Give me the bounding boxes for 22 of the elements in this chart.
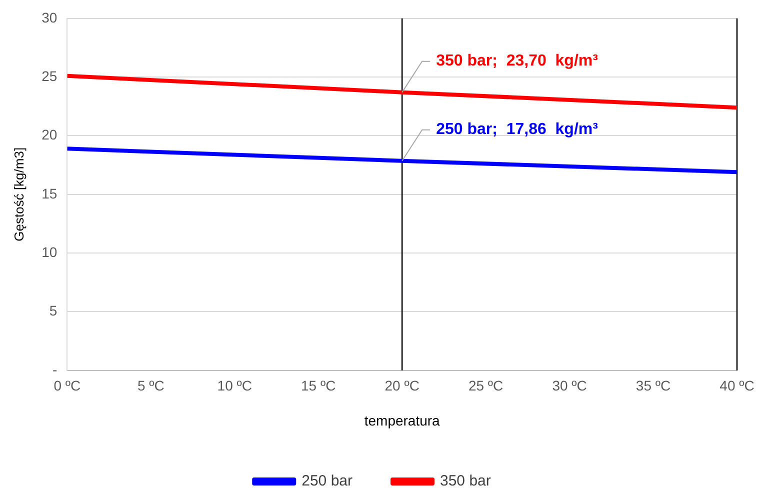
y-tick-label: 25	[42, 68, 58, 84]
y-axis-title: Gęstość [kg/m3]	[11, 147, 26, 242]
legend-label: 350 bar	[440, 472, 491, 490]
annotation: 250 bar; 17,86 kg/m³	[436, 121, 598, 138]
x-tick-label: 35 ºC	[636, 378, 671, 394]
y-tick-label: 15	[42, 185, 58, 202]
x-tick-label: 10 ºC	[217, 378, 252, 394]
x-tick-label: 20 ºC	[384, 378, 420, 394]
legend-label: 250 bar	[302, 472, 353, 490]
x-tick-label: 40 ºC	[720, 378, 754, 394]
y-tick-label: 5	[49, 302, 58, 319]
y-tick-label: -	[52, 361, 58, 378]
x-tick-label: 15 ºC	[301, 378, 336, 394]
x-tick-label: 5 ºC	[137, 378, 164, 394]
x-tick-label: 0 ºC	[54, 378, 81, 394]
x-tick-label: 25 ºC	[468, 378, 504, 394]
y-tick-label: 30	[42, 9, 58, 26]
x-tick-label: 30 ºC	[552, 378, 587, 394]
y-tick-label: 10	[42, 244, 58, 260]
annotation: 350 bar; 23,70 kg/m³	[436, 52, 598, 70]
x-axis-title: temperatura	[364, 412, 440, 428]
y-tick-label: 20	[42, 126, 58, 143]
